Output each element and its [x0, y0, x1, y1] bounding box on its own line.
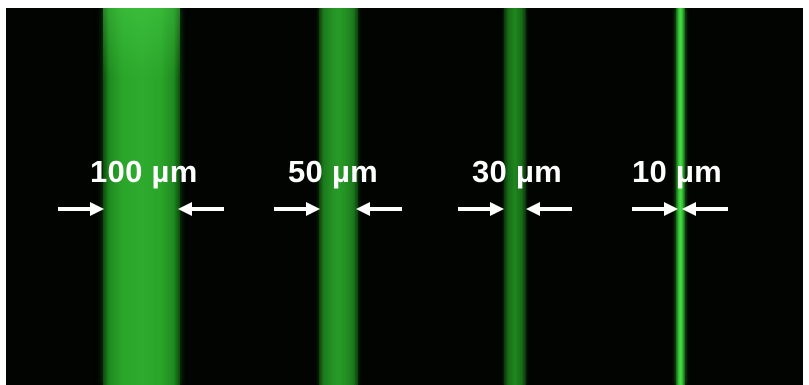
- arrow-right-icon: [632, 201, 678, 217]
- channel-100um: [103, 8, 180, 385]
- width-label-50um: 50 µm: [288, 154, 379, 189]
- fluorescence-micrograph: 100 µm 50 µm 30 µm 10 µm: [6, 8, 803, 385]
- channel-50um: [319, 8, 358, 385]
- arrow-left-icon: [178, 201, 224, 217]
- arrow-right-icon: [58, 201, 104, 217]
- arrow-left-icon: [356, 201, 402, 217]
- channel-30um: [504, 8, 526, 385]
- arrow-left-icon: [526, 201, 572, 217]
- width-label-30um: 30 µm: [472, 154, 563, 189]
- width-label-10um: 10 µm: [632, 154, 723, 189]
- arrow-right-icon: [274, 201, 320, 217]
- arrow-left-icon: [682, 201, 728, 217]
- channel-10um: [676, 8, 685, 385]
- width-label-100um: 100 µm: [90, 154, 198, 189]
- arrow-right-icon: [458, 201, 504, 217]
